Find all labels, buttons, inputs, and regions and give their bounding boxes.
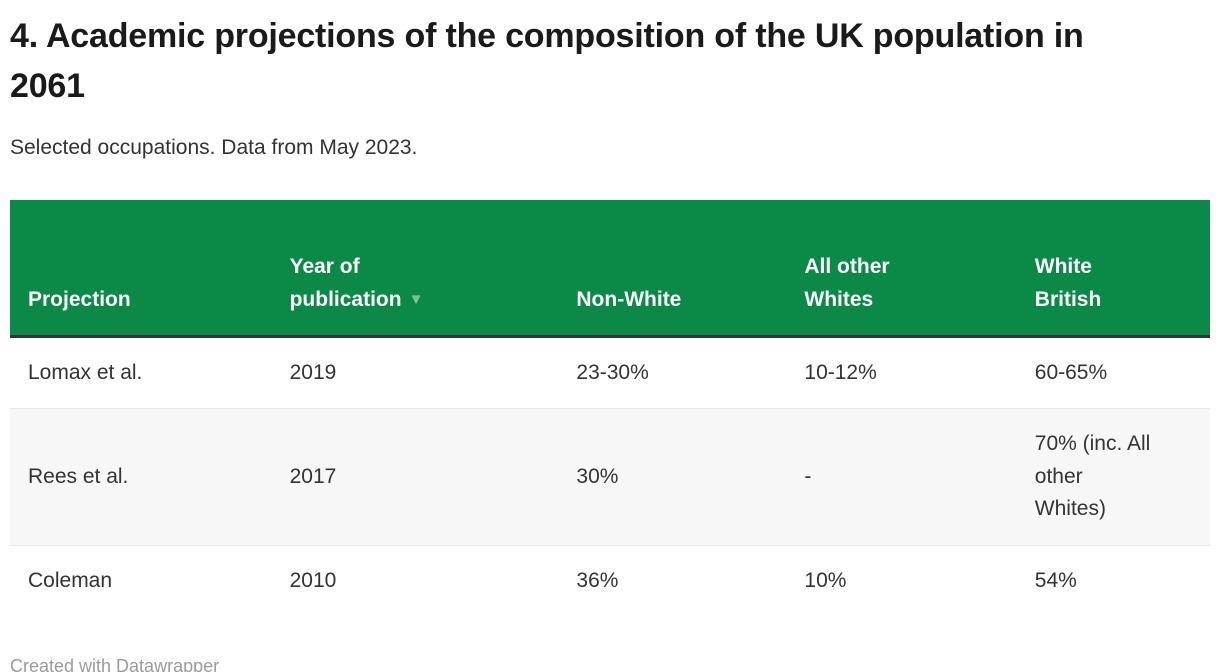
cell-year: 2010 — [271, 544, 559, 617]
cell-year: 2017 — [271, 408, 559, 546]
column-header-label: All other Whites — [804, 254, 890, 312]
cell-non-white: 30% — [558, 408, 787, 546]
datawrapper-credit-link[interactable]: Created with Datawrapper — [10, 656, 220, 672]
cell-non-white: 36% — [558, 544, 787, 617]
column-header-label: Projection — [28, 288, 131, 312]
cell-projection: Rees et al. — [10, 408, 272, 546]
cell-projection: Lomax et al. — [28, 360, 143, 384]
column-header-year-of-publication[interactable]: Year of publication ▼ — [271, 199, 559, 338]
page-title: 4. Academic projections of the compositi… — [10, 17, 1084, 105]
column-header-label: White British — [1034, 254, 1102, 312]
cell-all-other-whites: 10% — [786, 544, 1017, 617]
projections-table: Projection Year of publication ▼ Non-Whit… — [10, 199, 1210, 617]
table-row-lomax: Lomax et al. 2019 23-30% 10-12% 60-65% — [10, 336, 1210, 409]
sort-descending-icon[interactable]: ▼ — [408, 291, 424, 309]
column-header-all-other-whites[interactable]: All other Whites — [786, 199, 1017, 338]
page-subtitle: Selected occupations. Data from May 2023… — [10, 135, 418, 159]
cell-white-british: 54% — [1016, 544, 1210, 617]
cell-non-white: 23-30% — [576, 360, 649, 384]
table-row-coleman: Coleman 2010 36% 10% 54% — [10, 544, 1210, 617]
table-header-row: Projection Year of publication ▼ Non-Whit… — [10, 199, 1210, 338]
cell-white-british: 70% (inc. All other Whites) — [1016, 408, 1210, 546]
column-header-label: Non-White — [576, 288, 682, 312]
cell-year: 2019 — [289, 360, 337, 384]
column-header-white-british[interactable]: White British — [1016, 199, 1210, 338]
cell-projection: Coleman — [10, 544, 272, 617]
table-row-rees: Rees et al. 2017 30% - 70% (inc. All oth… — [10, 408, 1210, 546]
column-header-label: Year of publication — [289, 254, 402, 312]
cell-all-other-whites: 10-12% — [804, 360, 877, 384]
cell-all-other-whites: - — [786, 408, 1017, 546]
cell-white-british: 60-65% — [1034, 360, 1108, 384]
column-header-non-white[interactable]: Non-White — [558, 199, 787, 338]
column-header-projection[interactable]: Projection — [10, 199, 272, 338]
